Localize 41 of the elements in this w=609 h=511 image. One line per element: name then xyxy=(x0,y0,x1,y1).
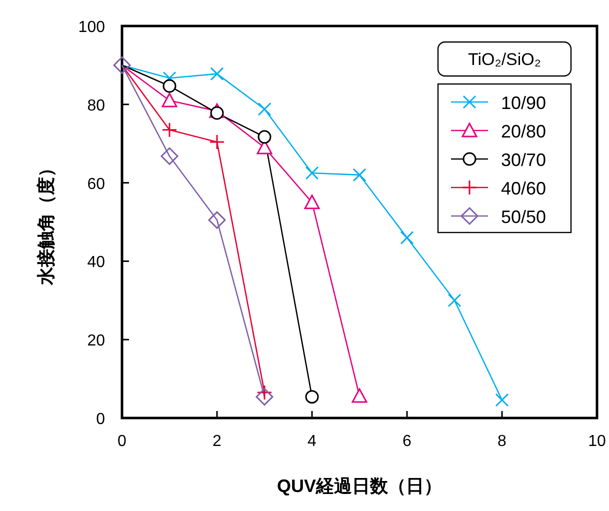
xlabel: QUV経過日数（日） xyxy=(277,476,442,496)
point xyxy=(304,194,320,210)
ylabel: 水接触角（度） xyxy=(36,159,56,285)
xtick: 2 xyxy=(212,433,222,450)
point xyxy=(258,102,272,116)
point xyxy=(209,134,225,150)
point xyxy=(258,130,272,144)
xtick: 6 xyxy=(402,433,412,450)
ytick: 40 xyxy=(87,254,105,272)
point xyxy=(400,230,414,244)
ytick: 0 xyxy=(96,411,105,428)
legend-label: 10/90 xyxy=(501,93,546,113)
point xyxy=(352,388,368,403)
point xyxy=(495,393,509,407)
ytick: 20 xyxy=(87,332,105,350)
xtick: 10 xyxy=(588,433,606,450)
legend-label: 50/50 xyxy=(501,207,546,227)
xtick: 8 xyxy=(498,433,506,450)
ytick: 80 xyxy=(87,97,105,114)
point xyxy=(352,168,366,182)
point xyxy=(210,106,224,120)
xtick: 4 xyxy=(308,433,316,450)
legend-label: 20/80 xyxy=(501,122,546,142)
xtick: 0 xyxy=(118,433,126,450)
point xyxy=(160,147,178,165)
ytick: 100 xyxy=(78,19,105,36)
point xyxy=(305,166,319,180)
point xyxy=(162,122,178,138)
legend-label: 30/70 xyxy=(501,150,546,170)
ytick: 60 xyxy=(87,176,105,193)
point xyxy=(305,390,319,404)
point xyxy=(256,388,274,406)
point xyxy=(210,67,224,81)
legend-label: 40/60 xyxy=(501,178,546,198)
point xyxy=(162,79,176,93)
point xyxy=(113,56,131,74)
point xyxy=(256,384,272,400)
point xyxy=(208,211,226,229)
point xyxy=(162,92,178,108)
point xyxy=(448,294,462,308)
legend-title: TiO₂/SiO₂ xyxy=(468,50,541,69)
